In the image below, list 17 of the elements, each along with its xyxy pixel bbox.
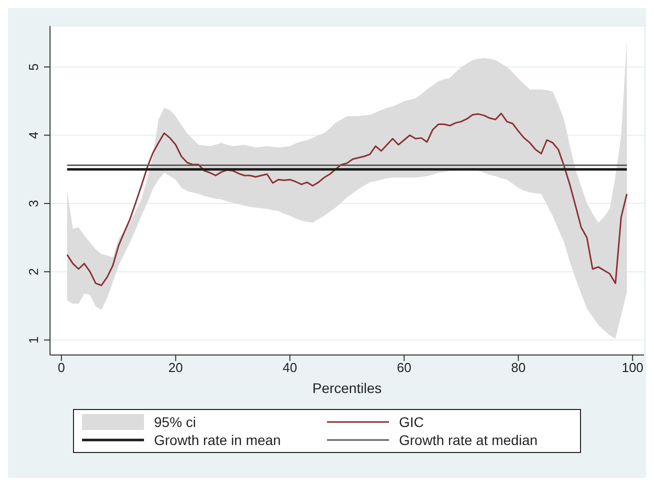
x-tick-label: 20 (168, 360, 183, 376)
x-tick-label: 40 (282, 360, 298, 376)
x-tick-label: 80 (511, 360, 526, 376)
y-tick-label: 3 (26, 200, 41, 208)
y-tick-label: 2 (26, 268, 41, 276)
text: 95% ci (154, 414, 196, 430)
y-tick-label: 5 (26, 63, 41, 71)
y-tick-label: 4 (26, 132, 41, 139)
y-tick-label: 1 (26, 336, 41, 344)
legend-label: Growth rate in mean (154, 432, 281, 448)
legend-label: GIC (399, 414, 424, 430)
x-axis-title: Percentiles (312, 380, 382, 396)
x-tick-label: 0 (58, 360, 66, 376)
legend-label: Growth rate at median (399, 432, 538, 448)
x-tick-label: 60 (396, 360, 412, 376)
x-tick-label: 100 (622, 360, 644, 376)
line-series (66, 112, 628, 286)
